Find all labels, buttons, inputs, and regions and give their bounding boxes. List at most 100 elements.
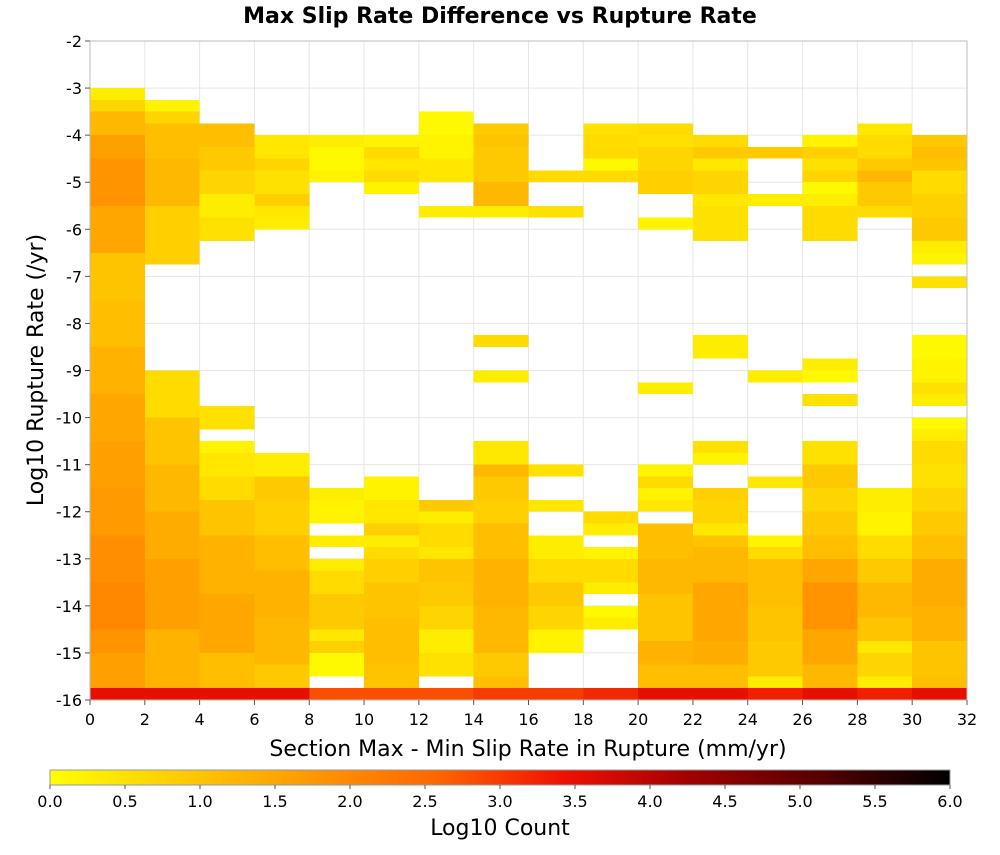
heatmap-cell: [90, 688, 145, 700]
colorbar-tick-label: 4.0: [637, 792, 662, 811]
heatmap-cell: [473, 676, 529, 689]
heatmap-cell: [912, 217, 967, 242]
heatmap-cell: [638, 558, 693, 595]
heatmap-cell: [912, 417, 967, 430]
x-tick-label: 32: [957, 710, 977, 729]
heatmap-cell: [857, 170, 913, 183]
x-tick-label: 12: [409, 710, 429, 729]
heatmap-cell: [90, 441, 145, 489]
heatmap-cell: [418, 582, 474, 606]
heatmap-cell: [144, 629, 200, 689]
y-tick-label: -5: [66, 173, 82, 192]
heatmap-cell: [912, 464, 967, 489]
heatmap-cell: [638, 170, 693, 194]
heatmap-cell: [583, 605, 639, 618]
heatmap-cell: [254, 570, 310, 618]
colorbar-gradient: [49, 769, 951, 786]
heatmap-cell: [364, 182, 419, 194]
heatmap-cell: [802, 135, 858, 147]
heatmap-cell: [857, 652, 913, 677]
heatmap-cell: [309, 652, 365, 677]
chart-title: Max Slip Rate Difference vs Rupture Rate: [243, 4, 757, 29]
colorbar-tick-label: 3.0: [487, 792, 512, 811]
heatmap-cell: [254, 535, 310, 571]
y-tick-label: -10: [56, 409, 82, 428]
x-tick-label: 26: [792, 710, 812, 729]
heatmap-cell: [254, 170, 310, 194]
heatmap-cell: [802, 511, 858, 536]
heatmap-cell: [912, 641, 967, 677]
y-tick-label: -9: [66, 362, 82, 381]
heatmap-cell: [364, 523, 419, 536]
heatmap-cell: [528, 535, 584, 559]
heatmap-cell: [802, 370, 858, 383]
heatmap-cell: [638, 523, 693, 559]
heatmap-cell: [144, 464, 200, 512]
heatmap-cell: [473, 123, 529, 136]
colorbar-tick-label: 2.0: [337, 792, 362, 811]
heatmap-cell: [364, 664, 419, 689]
heatmap-cell: [692, 488, 748, 500]
heatmap-cell: [90, 652, 145, 689]
heatmap-cell: [912, 488, 967, 512]
x-tick-label: 16: [518, 710, 538, 729]
heatmap-cell: [418, 652, 474, 677]
heatmap-cell: [199, 146, 255, 171]
heatmap-cell: [912, 146, 967, 159]
heatmap-cell: [418, 511, 474, 524]
heatmap-cell: [802, 205, 858, 242]
heatmap-cell: [309, 488, 365, 500]
heatmap-cell: [802, 688, 858, 700]
colorbar-label: Log10 Count: [430, 816, 570, 841]
y-tick-label: -6: [66, 220, 82, 239]
heatmap-cell: [692, 641, 748, 665]
heatmap-cell: [638, 476, 693, 489]
heatmap-cell: [747, 676, 803, 689]
heatmap-cell: [473, 135, 529, 147]
heatmap-cell: [692, 688, 748, 700]
heatmap-cell: [90, 205, 145, 253]
heatmap-cell: [912, 170, 967, 194]
heatmap-cell: [802, 170, 858, 183]
heatmap-cell: [473, 558, 529, 606]
x-axis-ticks: 0 2 4 6 8 10 12 14 16 18 20 22 24 26 28 30 32: [85, 700, 977, 729]
heatmap-cell: [802, 441, 858, 465]
colorbar-tick-label: 0.5: [112, 792, 137, 811]
heatmap-cell: [473, 205, 529, 218]
heatmap-cell: [364, 170, 419, 183]
heatmap-cell: [912, 688, 967, 700]
heatmap-cell: [528, 558, 584, 583]
y-tick-label: -15: [56, 644, 82, 663]
heatmap-cell: [747, 193, 803, 206]
heatmap-cell: [90, 629, 145, 653]
x-tick-label: 4: [195, 710, 205, 729]
heatmap-cell: [254, 617, 310, 665]
heatmap-cell: [802, 488, 858, 512]
heatmap-cell: [747, 535, 803, 548]
heatmap-cell: [802, 535, 858, 559]
heatmap-cell: [364, 499, 419, 524]
heatmap-cell: [638, 464, 693, 477]
heatmap-cell: [802, 182, 858, 194]
heatmap-cell: [747, 547, 803, 559]
heatmap-cell: [90, 135, 145, 159]
heatmap-cell: [418, 158, 474, 183]
heatmap-cell: [638, 146, 693, 171]
y-axis-ticks: -2 -3 -4 -5 -6 -7 -8 -9 -10 -11 -12 -13 -14 -15 -16: [56, 32, 90, 710]
heatmap-cell: [912, 676, 967, 689]
heatmap-cell: [473, 146, 529, 183]
heatmap-cell: [309, 558, 365, 571]
heatmap-cell: [418, 135, 474, 159]
heatmap-cell: [528, 170, 584, 183]
heatmap-cell: [802, 464, 858, 489]
heatmap-cell: [199, 405, 255, 430]
heatmap-cell: [473, 605, 529, 653]
heatmap-cell: [309, 629, 365, 642]
heatmap-cell: [364, 582, 419, 618]
heatmap-cell: [857, 158, 913, 171]
x-tick-label: 14: [464, 710, 484, 729]
heatmap-cell: [692, 205, 748, 242]
heatmap-cell: [638, 382, 693, 395]
y-tick-label: -7: [66, 267, 82, 286]
heatmap-cell: [254, 499, 310, 536]
